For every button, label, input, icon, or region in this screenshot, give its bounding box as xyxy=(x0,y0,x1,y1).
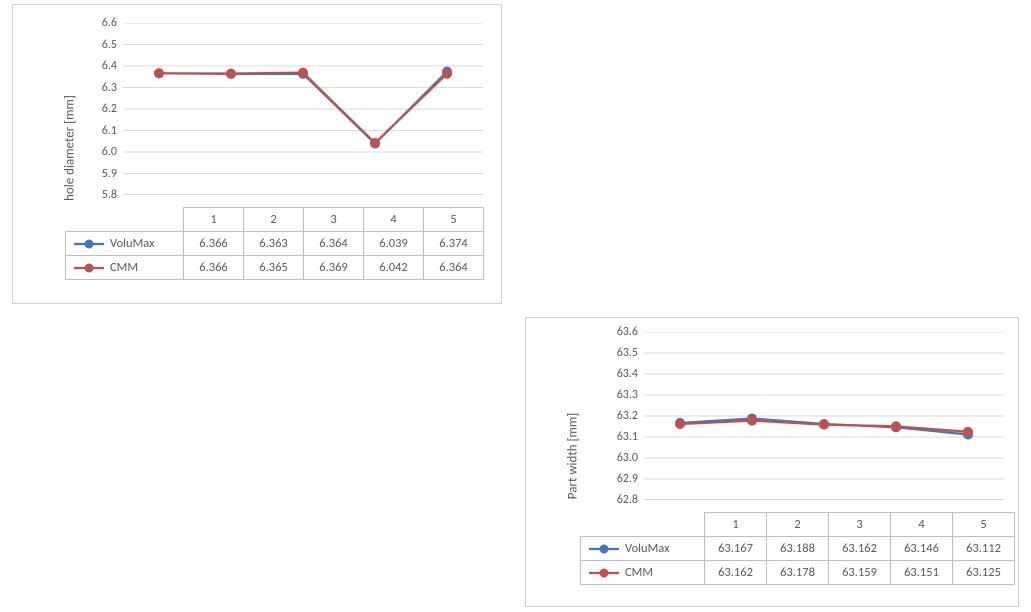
data-cell: 63.167 xyxy=(705,537,767,561)
series-name: VoluMax xyxy=(110,236,155,251)
data-cell: 63.159 xyxy=(829,561,891,585)
data-table-chart1: 12345VoluMax6.3666.3636.3646.0396.374CMM… xyxy=(65,207,484,280)
data-cell: 63.146 xyxy=(891,537,953,561)
legend-marker-icon xyxy=(74,262,104,274)
data-cell: 63.188 xyxy=(767,537,829,561)
category-header: 2 xyxy=(244,208,304,232)
category-header: 1 xyxy=(184,208,244,232)
data-cell: 6.039 xyxy=(364,232,424,256)
ytick-label: 62.8 xyxy=(602,493,638,507)
category-header: 2 xyxy=(767,513,829,537)
ytick-label: 63.6 xyxy=(602,325,638,339)
ytick-label: 6.2 xyxy=(81,102,117,116)
data-cell: 63.112 xyxy=(953,537,1015,561)
ytick-label: 6.5 xyxy=(81,38,117,52)
data-cell: 6.364 xyxy=(304,232,364,256)
data-cell: 6.363 xyxy=(244,232,304,256)
category-header: 5 xyxy=(953,513,1015,537)
data-cell: 6.366 xyxy=(184,256,244,280)
category-header: 4 xyxy=(891,513,953,537)
ylabel-chart2: Part width [mm] xyxy=(566,413,581,499)
data-cell: 6.364 xyxy=(424,256,484,280)
ylabel-chart1: hole diameter [mm] xyxy=(62,95,77,201)
series-name: CMM xyxy=(110,260,138,275)
ytick-label: 63.4 xyxy=(602,367,638,381)
data-cell: 63.125 xyxy=(953,561,1015,585)
ytick-label: 63.5 xyxy=(602,346,638,360)
legend-cell: CMM xyxy=(66,256,184,280)
ytick-label: 5.9 xyxy=(81,167,117,181)
data-cell: 6.369 xyxy=(304,256,364,280)
ytick-label: 63.1 xyxy=(602,430,638,444)
category-header: 3 xyxy=(829,513,891,537)
data-cell: 63.178 xyxy=(767,561,829,585)
legend-cell: VoluMax xyxy=(581,537,705,561)
chart-hole-diameter: hole diameter [mm] 5.8 5.9 6.0 6.1 6.2 6.3 6.4… xyxy=(12,4,502,304)
chart-part-width: Part width [mm] 62.8 62.9 63.0 63.1 63.2 63.3… xyxy=(525,317,1019,607)
ytick-label: 5.8 xyxy=(81,188,117,202)
ytick-label: 6.3 xyxy=(81,81,117,95)
data-cell: 63.162 xyxy=(829,537,891,561)
ytick-label: 6.1 xyxy=(81,124,117,138)
legend-cell: CMM xyxy=(581,561,705,585)
category-header: 3 xyxy=(304,208,364,232)
legend-marker-icon xyxy=(589,567,619,579)
series-name: CMM xyxy=(625,565,653,580)
data-cell: 63.162 xyxy=(705,561,767,585)
ytick-label: 63.2 xyxy=(602,409,638,423)
data-cell: 6.366 xyxy=(184,232,244,256)
legend-marker-icon xyxy=(74,238,104,250)
ytick-label: 6.4 xyxy=(81,59,117,73)
data-cell: 63.151 xyxy=(891,561,953,585)
category-header: 4 xyxy=(364,208,424,232)
category-header: 5 xyxy=(424,208,484,232)
plot-area-chart1 xyxy=(123,23,483,195)
category-header: 1 xyxy=(705,513,767,537)
ytick-label: 6.6 xyxy=(81,16,117,30)
plot-area-chart2 xyxy=(644,332,1004,500)
legend-marker-icon xyxy=(589,543,619,555)
data-cell: 6.042 xyxy=(364,256,424,280)
ytick-label: 62.9 xyxy=(602,472,638,486)
legend-cell: VoluMax xyxy=(66,232,184,256)
ytick-label: 63.3 xyxy=(602,388,638,402)
series-name: VoluMax xyxy=(625,541,670,556)
data-table-chart2: 12345VoluMax63.16763.18863.16263.14663.1… xyxy=(580,512,1015,585)
data-cell: 6.374 xyxy=(424,232,484,256)
data-cell: 6.365 xyxy=(244,256,304,280)
ytick-label: 63.0 xyxy=(602,451,638,465)
ytick-label: 6.0 xyxy=(81,145,117,159)
